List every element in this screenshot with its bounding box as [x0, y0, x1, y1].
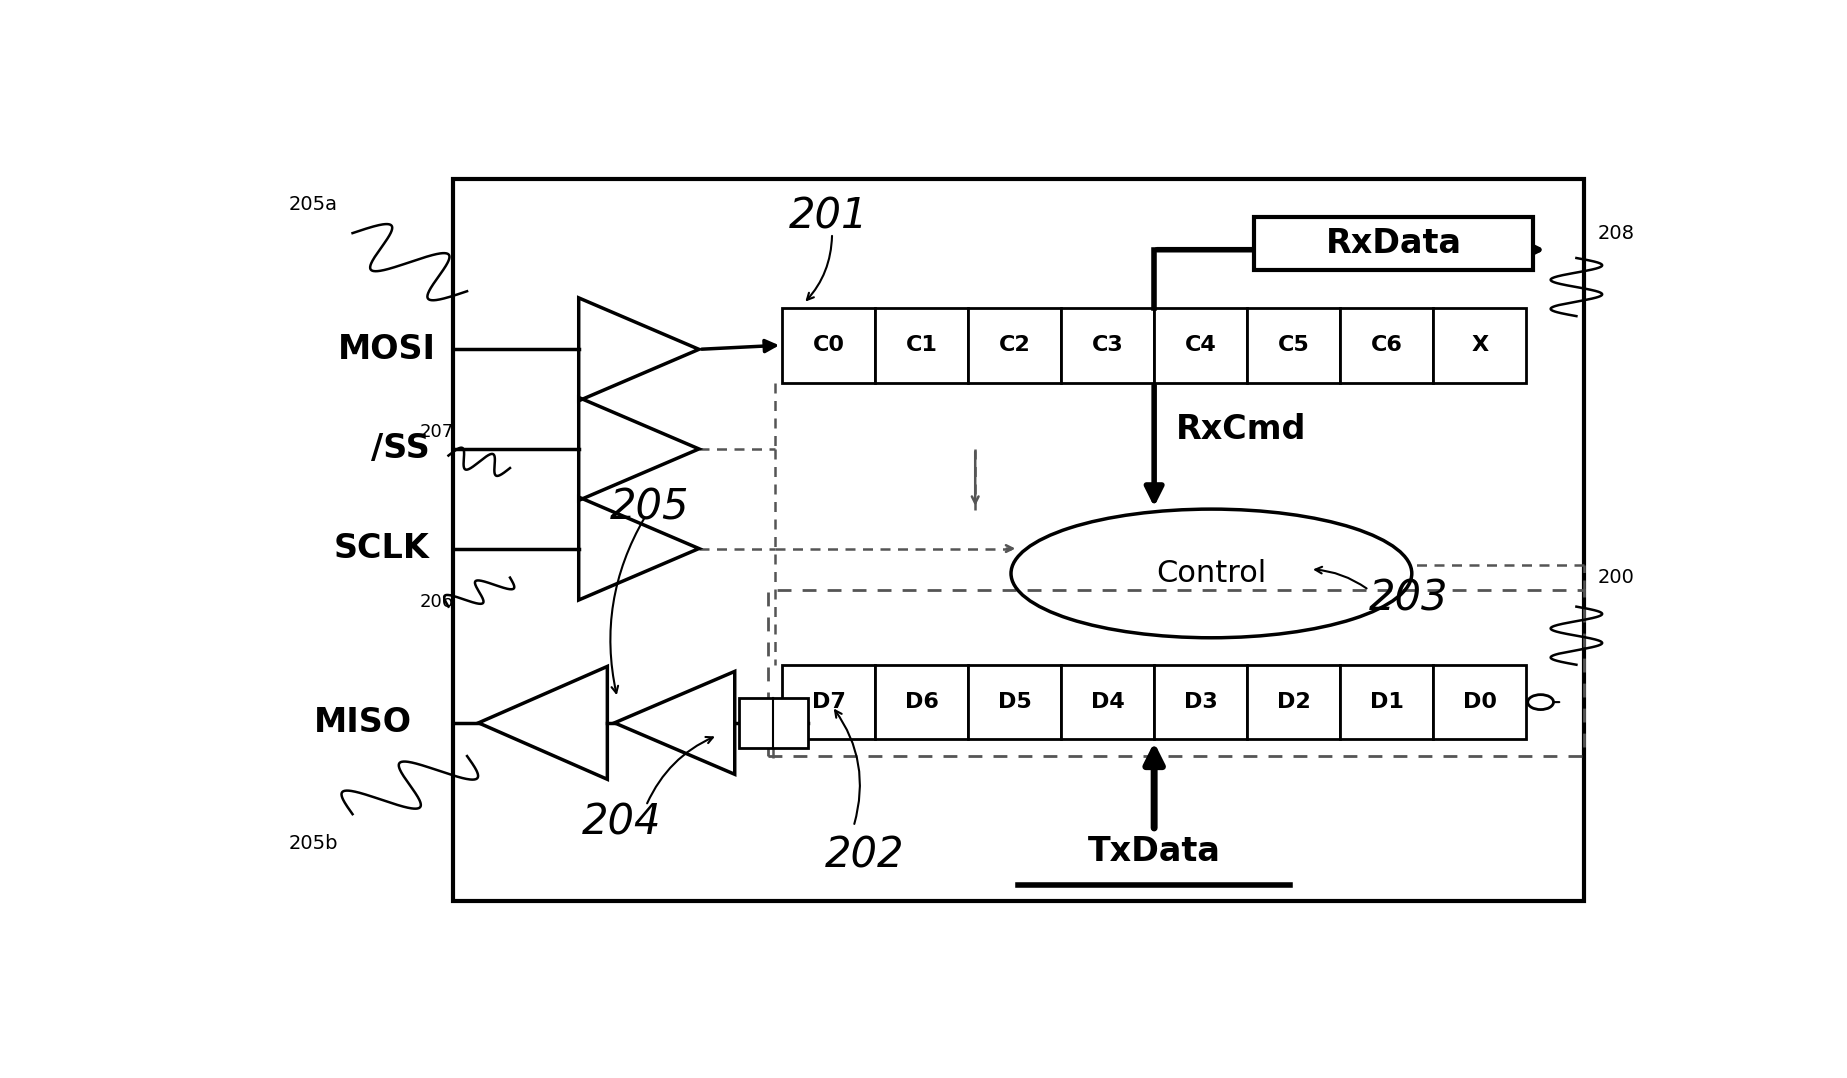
- Bar: [875, 308, 968, 383]
- Bar: [453, 179, 1583, 901]
- Text: D6: D6: [905, 692, 938, 713]
- Text: D0: D0: [1463, 692, 1496, 713]
- Bar: [1341, 308, 1433, 383]
- Bar: [1154, 308, 1247, 383]
- Text: 201: 201: [789, 195, 868, 237]
- Text: 208: 208: [1598, 223, 1635, 243]
- Text: 204: 204: [582, 801, 661, 843]
- Bar: [875, 665, 968, 740]
- Text: 205a: 205a: [288, 194, 338, 213]
- Text: D1: D1: [1370, 692, 1404, 713]
- Text: C4: C4: [1184, 335, 1217, 355]
- Bar: [781, 665, 875, 740]
- Text: 206: 206: [419, 594, 454, 611]
- Text: C2: C2: [999, 335, 1031, 355]
- Text: 205: 205: [610, 486, 689, 528]
- Bar: [968, 665, 1060, 740]
- Bar: [1247, 308, 1341, 383]
- Bar: [1433, 665, 1526, 740]
- Text: 207: 207: [419, 424, 454, 441]
- Bar: [1154, 665, 1247, 740]
- Text: C5: C5: [1278, 335, 1310, 355]
- Text: X: X: [1472, 335, 1489, 355]
- Bar: [1247, 665, 1341, 740]
- Text: 205b: 205b: [288, 833, 338, 853]
- Text: D3: D3: [1184, 692, 1217, 713]
- Text: C3: C3: [1092, 335, 1123, 355]
- Text: Control: Control: [1156, 558, 1267, 588]
- Bar: [1062, 665, 1154, 740]
- Circle shape: [1527, 694, 1553, 709]
- Text: D4: D4: [1092, 692, 1125, 713]
- Text: C1: C1: [905, 335, 938, 355]
- Text: D5: D5: [997, 692, 1031, 713]
- Text: 200: 200: [1598, 568, 1635, 588]
- Text: MOSI: MOSI: [338, 333, 436, 365]
- Bar: [781, 308, 875, 383]
- Text: 202: 202: [826, 834, 905, 876]
- Bar: [1254, 217, 1533, 271]
- Text: C0: C0: [813, 335, 844, 355]
- Bar: [739, 697, 807, 748]
- Text: RxData: RxData: [1326, 227, 1463, 260]
- Text: SCLK: SCLK: [334, 533, 430, 565]
- Bar: [768, 590, 1583, 756]
- Text: D7: D7: [811, 692, 846, 713]
- Text: RxCmd: RxCmd: [1175, 413, 1306, 446]
- Text: D2: D2: [1276, 692, 1311, 713]
- Text: 203: 203: [1369, 578, 1448, 620]
- Text: MISO: MISO: [314, 706, 412, 740]
- Text: TxData: TxData: [1088, 834, 1221, 868]
- Text: /SS: /SS: [371, 432, 430, 466]
- Bar: [968, 308, 1060, 383]
- Bar: [1433, 308, 1526, 383]
- Text: C6: C6: [1370, 335, 1402, 355]
- Bar: [1062, 308, 1154, 383]
- Bar: [1341, 665, 1433, 740]
